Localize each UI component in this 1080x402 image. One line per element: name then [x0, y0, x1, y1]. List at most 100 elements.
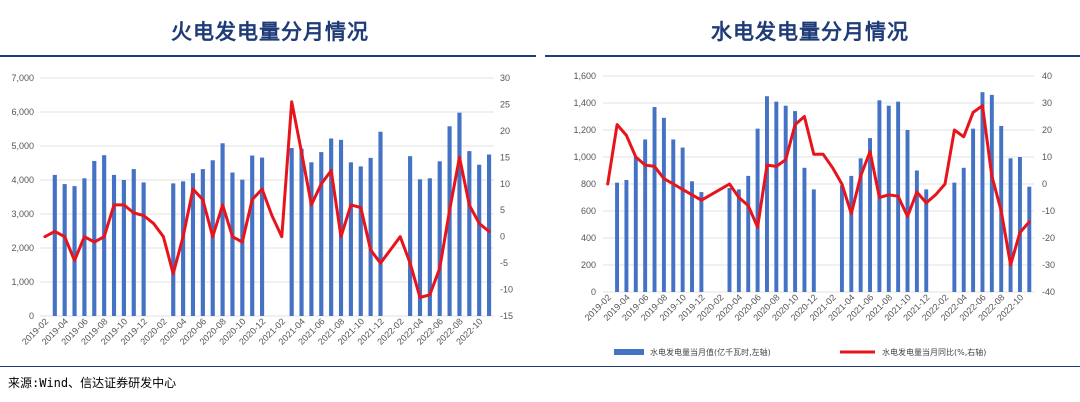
y-right-tick-label: 30	[1042, 98, 1052, 108]
bar	[141, 182, 146, 316]
right-chart-title: 水电发电量分月情况	[711, 20, 909, 44]
y-left-tick-label: 1,400	[573, 98, 596, 108]
bar	[793, 111, 798, 292]
bar	[190, 173, 196, 316]
bar	[200, 169, 205, 316]
bar	[615, 182, 620, 292]
bar	[447, 126, 452, 316]
series-line	[606, 104, 1031, 267]
bar	[319, 152, 324, 316]
bar	[699, 192, 704, 292]
y-left-tick-label: 200	[581, 260, 596, 270]
bar	[924, 189, 929, 292]
y-right-tick-label: -40	[1042, 287, 1055, 297]
bottom-rule	[0, 366, 1080, 367]
bar	[457, 112, 462, 317]
bar	[680, 147, 685, 292]
bar	[764, 96, 769, 292]
y-right-tick-label: 20	[1042, 125, 1052, 135]
bar	[240, 179, 245, 316]
bar	[624, 179, 629, 292]
legend-bar-label: 水电发电量当月值(亿千瓦时,左轴)	[650, 347, 771, 357]
y-right-tick-label: 10	[500, 179, 510, 189]
bar	[477, 164, 482, 316]
bar	[121, 180, 126, 316]
bar	[289, 148, 294, 316]
y-right-tick-label: -10	[1042, 206, 1055, 216]
bar	[358, 166, 363, 316]
bar	[671, 139, 676, 292]
bar	[886, 105, 891, 292]
legend-bar-swatch	[614, 349, 644, 355]
y-left-tick-label: 0	[591, 287, 596, 297]
right-title-rule	[545, 55, 1080, 57]
bar	[633, 157, 638, 292]
bar	[746, 175, 751, 292]
y-left-tick-label: 4,000	[11, 175, 34, 185]
thermal-power-chart: 7,000 6,000 5,000 4,000 3,000 2,000 1,000 0 30 25…	[11, 73, 513, 347]
y-right-tick-label: 40	[1042, 71, 1052, 81]
bar	[486, 154, 492, 316]
bar	[952, 182, 957, 292]
y-left-tick-label: 5,000	[11, 141, 34, 151]
bar	[905, 130, 910, 292]
bar	[72, 186, 77, 316]
bar	[378, 131, 383, 316]
y-left-tick-label: 1,000	[11, 277, 34, 287]
y-right-tick-label: 5	[500, 205, 505, 215]
y-right-tick-label: -20	[1042, 233, 1055, 243]
bar	[82, 178, 87, 316]
y-left-tick-label: 6,000	[11, 107, 34, 117]
legend-line-label: 水电发电量当月同比(%,右轴)	[882, 347, 986, 357]
left-title-rule	[0, 55, 536, 57]
bar	[368, 157, 373, 316]
y-right-tick-label: 25	[500, 99, 510, 109]
bar	[1027, 186, 1032, 292]
y-left-tick-label: 400	[581, 233, 596, 243]
bar	[727, 188, 732, 292]
bar	[220, 143, 225, 316]
bar	[661, 117, 666, 292]
y-right-tick-label: 10	[1042, 152, 1052, 162]
y-left-tick-label: 1,200	[573, 125, 596, 135]
bar	[736, 189, 741, 292]
y-right-tick-label: -30	[1042, 260, 1055, 270]
bar	[690, 181, 694, 292]
y-left-tick-label: 1,000	[573, 152, 596, 162]
hydro-power-chart: 1,600 1,400 1,200 1,000 800 600 400 200 0 40 30 20 1…	[573, 71, 1055, 357]
bar	[971, 128, 976, 292]
bar	[250, 155, 255, 316]
bar	[230, 172, 235, 316]
bar	[811, 189, 816, 292]
bar	[309, 162, 314, 316]
y-right-tick-label: 20	[500, 126, 510, 136]
y-left-tick-label: 2,000	[11, 243, 34, 253]
bar	[1008, 158, 1013, 292]
bar	[961, 167, 966, 292]
bar	[774, 101, 779, 293]
y-left-tick-label: 3,000	[11, 209, 34, 219]
y-right-tick-label: 15	[500, 152, 510, 162]
bar	[92, 160, 97, 316]
bar	[437, 161, 442, 316]
bar	[783, 105, 788, 292]
bar	[62, 184, 67, 316]
bar	[849, 175, 854, 292]
y-right-tick-label: 0	[500, 232, 505, 242]
bar	[417, 179, 423, 316]
bar	[131, 169, 136, 316]
y-left-tick-label: 600	[581, 206, 596, 216]
bar	[914, 170, 919, 292]
bar	[259, 157, 265, 316]
y-right-tick-label: -15	[500, 311, 513, 321]
bar	[329, 138, 334, 316]
bar	[802, 167, 807, 292]
bar	[171, 183, 176, 316]
bar	[643, 139, 648, 292]
y-right-tick-label: -5	[500, 258, 508, 268]
y-left-tick-label: 7,000	[11, 73, 34, 83]
bar	[868, 138, 873, 292]
bar	[408, 156, 413, 316]
bar	[839, 185, 844, 292]
bar	[427, 178, 432, 316]
